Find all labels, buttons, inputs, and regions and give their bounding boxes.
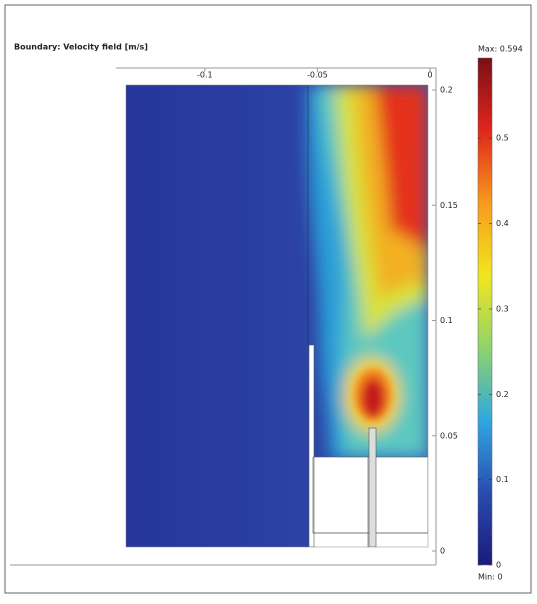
domain-border [125, 84, 429, 548]
y-tick-label: 0.05 [440, 431, 458, 440]
chart-title: Boundary: Velocity field [m/s] [14, 43, 148, 52]
y-tick-label: 0.2 [440, 86, 453, 95]
panel-border [4, 4, 532, 594]
colorbar-tick-label: 0 [496, 561, 501, 570]
colorbar-tick-label: 0.5 [496, 134, 509, 143]
colorbar-tick-label: 0.2 [496, 390, 509, 399]
colorbar-tick-label: 0.1 [496, 475, 509, 484]
colorbar-tick-label: 0.4 [496, 219, 509, 228]
colorbar-max-label: Max: 0.594 [478, 45, 523, 54]
colorbar [477, 57, 493, 566]
axis-frame [10, 67, 437, 566]
y-tick-label: 0 [440, 547, 445, 556]
x-tick-label: -0.1 [197, 71, 213, 80]
y-tick-label: 0.1 [440, 316, 453, 325]
colorbar-min-label: Min: 0 [478, 573, 503, 582]
y-tick-label: 0.15 [440, 201, 458, 210]
x-tick-label: -0.05 [307, 71, 328, 80]
x-tick-label: 0 [427, 71, 432, 80]
colorbar-tick-label: 0.3 [496, 304, 509, 313]
velocity-field [126, 85, 428, 547]
